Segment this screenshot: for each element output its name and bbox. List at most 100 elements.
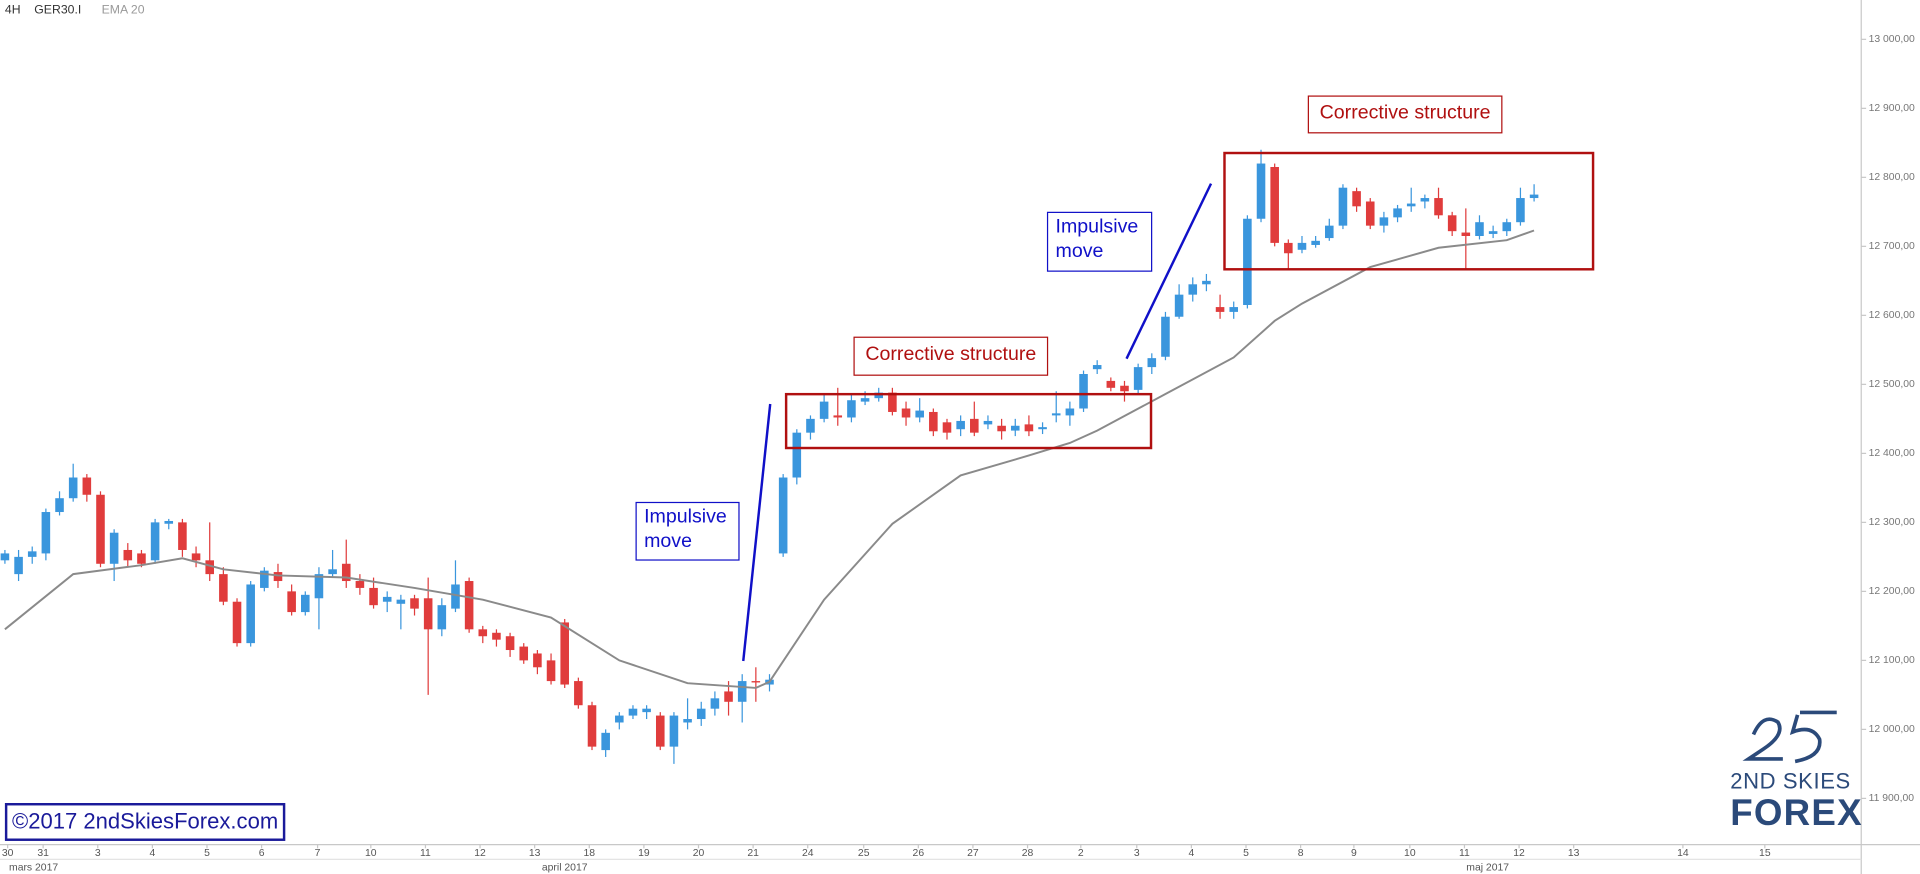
candle-body (792, 432, 802, 478)
candle-body (655, 715, 665, 747)
x-tick-label: 24 (802, 848, 814, 859)
x-tick-label: 13 (1568, 848, 1580, 859)
candle-body (533, 653, 542, 668)
watermark: ©2017 2ndSkiesForex.com (4, 803, 286, 841)
candle-body (1420, 198, 1430, 202)
candle-body (997, 425, 1006, 432)
candle-body (956, 420, 965, 430)
x-tick-label: 10 (1404, 848, 1416, 859)
candle-body (1065, 408, 1075, 416)
range-box (1223, 151, 1595, 271)
candle-body (574, 681, 583, 706)
x-tick-label: 11 (420, 848, 431, 859)
y-tick-label: 11 900,00 (1869, 793, 1915, 804)
candle-body (1188, 284, 1198, 295)
candle-body (1461, 232, 1471, 236)
candle-body (1243, 218, 1252, 306)
candle-body (410, 598, 419, 609)
x-tick-label: 26 (913, 848, 925, 859)
indicator-label: EMA 20 (101, 3, 145, 18)
candle-body (696, 708, 706, 720)
candle-body (232, 601, 242, 644)
y-tick-label: 12 900,00 (1869, 103, 1915, 114)
candle-body (341, 563, 351, 582)
candle-body (778, 477, 788, 554)
candle-body (505, 636, 515, 651)
candle-body (1325, 225, 1334, 239)
candle-body (1502, 222, 1512, 232)
candle-body (314, 574, 324, 599)
x-tick-label: 19 (638, 848, 650, 859)
candle-body (1311, 240, 1320, 245)
annotation: Impulsive move (1046, 211, 1153, 272)
candle-body (1038, 427, 1047, 430)
candle-body (1051, 413, 1061, 416)
x-tick-label: 31 (37, 848, 49, 859)
candle-body (1516, 198, 1525, 223)
candle-body (246, 584, 255, 644)
candle-body (642, 708, 651, 713)
x-tick-label: 18 (583, 848, 595, 859)
candle-body (601, 732, 610, 751)
x-tick-label: 15 (1759, 848, 1771, 859)
candle-body (301, 594, 310, 613)
x-tick-label: 7 (315, 848, 321, 859)
candle-body (683, 719, 692, 723)
candle-body (1475, 222, 1484, 236)
candle-body (1024, 424, 1034, 432)
candle-body (437, 605, 447, 630)
candle-body (287, 591, 296, 613)
candle-body (860, 398, 870, 402)
candle-body (737, 681, 747, 702)
x-tick-label: 9 (1351, 848, 1357, 859)
x-tick-label: 28 (1022, 848, 1034, 859)
month-label: mars 2017 (9, 863, 58, 874)
candle-body (710, 698, 720, 709)
candle-body (560, 622, 569, 685)
candle-body (587, 705, 597, 747)
logo-mark (1742, 710, 1837, 764)
y-tick-label: 12 000,00 (1869, 724, 1915, 735)
impulse-line (742, 403, 772, 662)
candle-body (615, 715, 624, 723)
y-tick-label: 12 100,00 (1869, 655, 1915, 666)
candle-body (1488, 231, 1498, 234)
y-tick-label: 13 000,00 (1869, 34, 1915, 45)
x-tick-label: 20 (693, 848, 705, 859)
candle-body (983, 420, 993, 425)
ema-line (4, 229, 1535, 689)
x-tick-label: 11 (1459, 848, 1470, 859)
y-tick-label: 12 200,00 (1869, 586, 1915, 597)
candle-body (1202, 280, 1211, 285)
candle-body (1434, 198, 1443, 216)
x-tick-label: 8 (1298, 848, 1304, 859)
candle-body (929, 411, 938, 432)
candle-body (178, 522, 187, 550)
x-tick-label: 2 (1078, 848, 1084, 859)
candle-body (205, 560, 215, 575)
candle-body (1406, 203, 1416, 207)
candle-body (369, 587, 378, 606)
impulse-line (1125, 183, 1213, 360)
candle-body (96, 494, 105, 564)
candle-body (724, 691, 733, 702)
y-tick-label: 12 700,00 (1869, 241, 1915, 252)
candle-body (847, 400, 856, 418)
candle-body (942, 422, 952, 433)
candle-body (492, 632, 501, 640)
logo-text: 2ND SKIES (1730, 768, 1851, 794)
x-tick-label: 4 (149, 848, 155, 859)
candle-body (328, 569, 337, 575)
y-tick-label: 12 300,00 (1869, 517, 1915, 528)
candle-body (901, 408, 911, 418)
candle-body (1270, 166, 1279, 243)
candle-body (874, 392, 884, 399)
candle-body (109, 532, 119, 564)
timeframe: 4H (4, 3, 21, 18)
candle-body (1529, 194, 1539, 199)
candle-body (164, 520, 174, 524)
candle-body (260, 570, 269, 588)
